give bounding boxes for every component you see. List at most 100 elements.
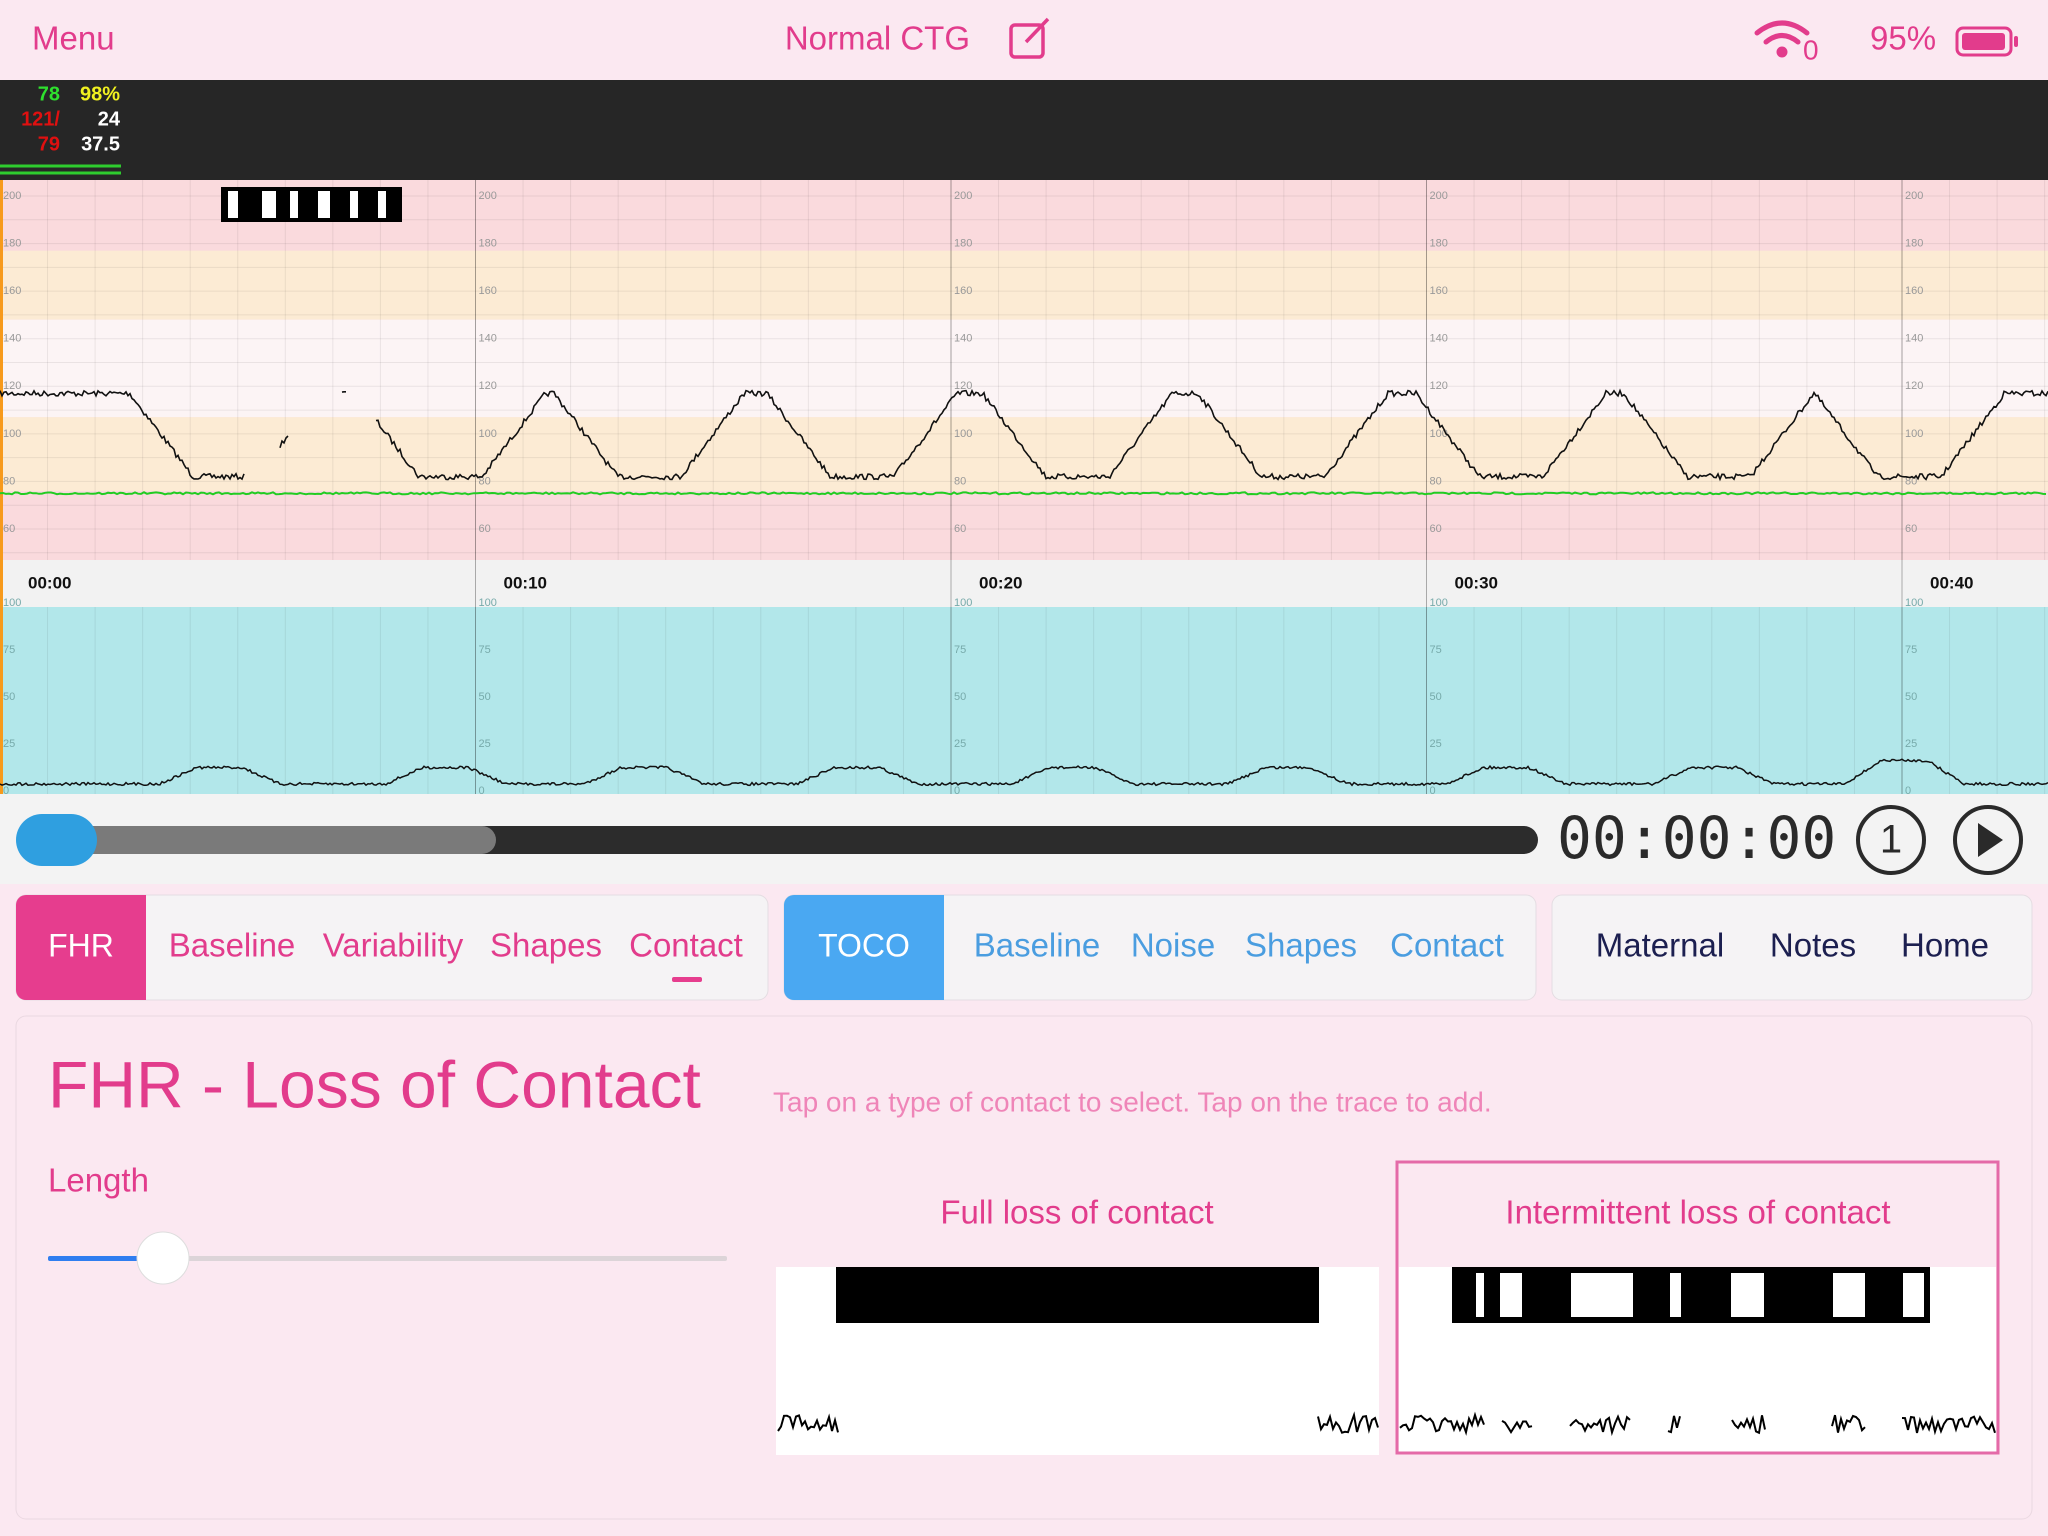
contact-gap (228, 191, 238, 218)
fhr-tick-label: 200 (1430, 190, 1448, 202)
sample-trace (1831, 1414, 1866, 1433)
battery-percent: 95% (1870, 20, 1936, 57)
fhr-tick-label: 160 (954, 285, 972, 297)
toco-tab-item[interactable]: Baseline (974, 927, 1101, 964)
panel-title: FHR - Loss of Contact (48, 1047, 701, 1121)
toco-tick-label: 75 (1905, 644, 1917, 656)
active-indicator (672, 977, 702, 982)
fhr-tick-label: 180 (954, 237, 972, 249)
fhr-band (0, 250, 2048, 320)
length-label: Length (48, 1162, 149, 1199)
toco-tab[interactable] (784, 895, 944, 1000)
toco-tick-label: 100 (3, 597, 21, 609)
fhr-tick-label: 200 (479, 190, 497, 202)
time-label: 00:40 (1930, 573, 1973, 592)
vital-value: 121/ (21, 108, 60, 130)
document-title[interactable]: Normal CTG (785, 20, 970, 57)
toco-tick-label: 0 (479, 785, 485, 797)
top-bar (0, 0, 2048, 80)
fhr-tick-label: 140 (1905, 333, 1923, 345)
fhr-tick-label: 140 (3, 333, 21, 345)
toco-tab-item[interactable]: Shapes (1245, 927, 1357, 964)
toco-tick-label: 50 (3, 691, 15, 703)
toco-trace (0, 758, 2048, 787)
intermittent-contact-option[interactable]: Intermittent loss of contact (1395, 1160, 2000, 1455)
toco-tick-label: 0 (954, 785, 960, 797)
toco-tick-label: 100 (1430, 597, 1448, 609)
sample-trace (1667, 1415, 1681, 1434)
fhr-tick-label: 120 (1905, 380, 1923, 392)
fhr-tick-label: 140 (479, 333, 497, 345)
scrubber-knob[interactable] (16, 814, 97, 866)
vital-value: 78 (38, 83, 60, 105)
edit-icon[interactable] (1009, 17, 1050, 59)
fhr-tick-label: 180 (479, 237, 497, 249)
toco-background (0, 607, 2048, 794)
option-label[interactable]: Intermittent loss of contact (1505, 1194, 1890, 1231)
fhr-tick-label: 100 (1430, 428, 1448, 440)
play-icon[interactable] (1978, 823, 2003, 857)
fhr-tick-label: 60 (479, 523, 491, 535)
time-label: 00:20 (979, 573, 1022, 592)
fhr-tick-label: 120 (479, 380, 497, 392)
fhr-tab[interactable] (16, 895, 146, 1000)
length-slider-knob[interactable] (136, 1231, 190, 1285)
fhr-tick-label: 100 (3, 428, 21, 440)
fhr-tab-item[interactable]: Contact (629, 927, 743, 964)
vital-value: 79 (38, 133, 60, 155)
vital-value: 37.5 (81, 133, 120, 155)
fhr-tick-label: 60 (1905, 523, 1917, 535)
toco-tick-label: 0 (3, 785, 9, 797)
contact-marker (221, 187, 402, 222)
fhr-tick-label: 80 (479, 475, 491, 487)
nav-tab-item[interactable]: Notes (1770, 927, 1856, 964)
panel-hint: Tap on a type of contact to select. Tap … (773, 1086, 1492, 1117)
fhr-tab-item[interactable]: Shapes (490, 927, 602, 964)
toco-tick-label: 25 (3, 738, 15, 750)
playback-time: 00:00:00 (1557, 804, 1836, 872)
toco-tick-label: 50 (479, 691, 491, 703)
fhr-tick-label: 180 (1430, 237, 1448, 249)
fhr-tick-label: 100 (954, 428, 972, 440)
option-label[interactable]: Full loss of contact (940, 1194, 1213, 1231)
fhr-tick-label: 140 (954, 333, 972, 345)
fhr-tick-label: 100 (479, 428, 497, 440)
speed-button[interactable] (1856, 805, 1926, 875)
fhr-tab-item[interactable]: Variability (323, 927, 464, 964)
contact-gap (290, 191, 298, 218)
fhr-tick-label: 160 (1905, 285, 1923, 297)
nav-tab-item[interactable]: Maternal (1596, 927, 1724, 964)
time-strip (0, 560, 2048, 607)
sample-trace (1317, 1411, 1379, 1434)
toco-tab-item[interactable]: Noise (1131, 927, 1215, 964)
toco-tab-item[interactable]: Contact (1390, 927, 1504, 964)
selected-outline (1395, 1160, 2000, 1455)
toco-tick-label: 100 (954, 597, 972, 609)
fhr-tick-label: 200 (954, 190, 972, 202)
full-contact-option[interactable]: Full loss of contact (776, 1194, 1379, 1455)
length-slider-track[interactable] (48, 1256, 727, 1261)
toco-tick-label: 75 (954, 644, 966, 656)
fhr-tab-item[interactable]: Baseline (169, 927, 296, 964)
speed-label[interactable]: 1 (1880, 818, 1902, 862)
fhr-tick-label: 120 (954, 380, 972, 392)
toco-tick-label: 100 (479, 597, 497, 609)
sample-trace (1731, 1415, 1766, 1435)
toco-tick-label: 25 (479, 738, 491, 750)
fhr-tick-label: 60 (954, 523, 966, 535)
fhr-tick-label: 60 (1430, 523, 1442, 535)
toco-tick-label: 25 (1905, 738, 1917, 750)
fhr-tick-label: 140 (1430, 333, 1448, 345)
toco-tab-label[interactable]: TOCO (818, 927, 910, 963)
play-button[interactable] (1953, 805, 2023, 875)
nav-tab-item[interactable]: Home (1901, 927, 1989, 964)
fhr-tab-label[interactable]: FHR (48, 927, 114, 963)
contact-gap (318, 191, 330, 218)
menu-button[interactable]: Menu (32, 20, 115, 57)
fhr-tick-label: 60 (3, 523, 15, 535)
sample-trace (1501, 1420, 1533, 1435)
toco-tick-label: 100 (1905, 597, 1923, 609)
contact-gap (350, 191, 358, 218)
ctg-chart[interactable]: 00:00 200 180 160 140 120 100 80 60 100 75 50 25 0 00:… (0, 180, 2048, 797)
